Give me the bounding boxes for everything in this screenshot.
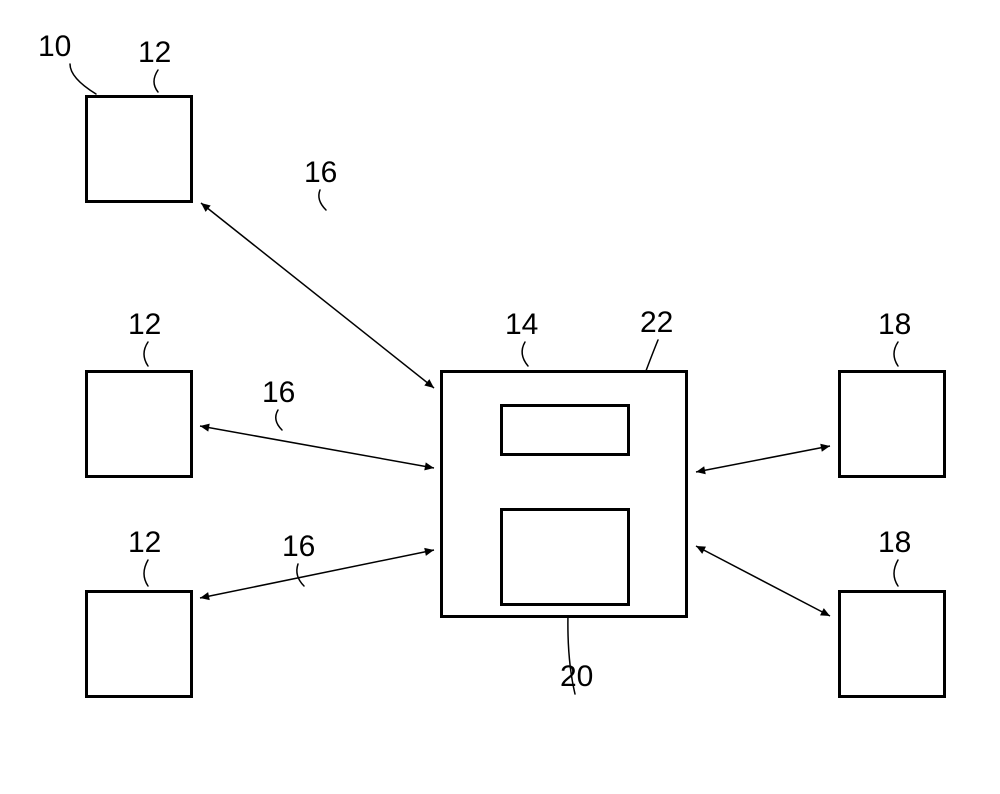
label-16b: 16 [262, 376, 295, 410]
node-22-switch-module [500, 404, 630, 456]
label-18-bottom: 18 [878, 526, 911, 560]
node-12-middle [85, 370, 193, 478]
label-18-top: 18 [878, 308, 911, 342]
node-20-inner [500, 508, 630, 606]
label-20: 20 [560, 660, 593, 694]
node-12-bottom [85, 590, 193, 698]
node-18-bottom [838, 590, 946, 698]
label-14: 14 [505, 308, 538, 342]
label-12-bottom: 12 [128, 526, 161, 560]
node-18-top [838, 370, 946, 478]
diagram-stage: 10 12 12 12 14 16 16 16 18 18 20 22 [0, 0, 1000, 794]
node-12-top [85, 95, 193, 203]
label-10: 10 [38, 30, 71, 64]
label-12-top: 12 [138, 36, 171, 70]
label-16c: 16 [282, 530, 315, 564]
label-22: 22 [640, 306, 673, 340]
label-16a: 16 [304, 156, 337, 190]
label-12-middle: 12 [128, 308, 161, 342]
